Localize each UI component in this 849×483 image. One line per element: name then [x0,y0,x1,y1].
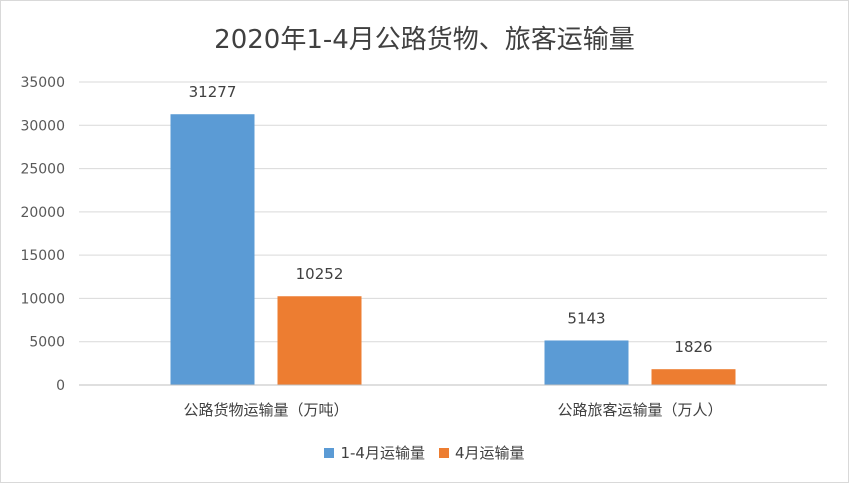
legend-item-series-2: 4月运输量 [438,442,525,463]
legend-swatch-series-1 [324,447,335,458]
y-tick-label: 15000 [20,248,65,264]
y-tick-label: 20000 [20,205,65,221]
chart-title: 2020年1-4月公路货物、旅客运输量 [214,25,635,55]
bar [544,340,629,385]
legend-label-series-1: 1-4月运输量 [340,444,425,462]
data-label: 1826 [674,338,712,356]
x-category-label: 公路货物运输量（万吨） [183,401,348,419]
bar [651,369,736,385]
data-label: 31277 [189,83,237,101]
bar [277,296,362,385]
y-tick-label: 35000 [20,75,65,91]
legend-label-series-2: 4月运输量 [454,444,525,462]
y-tick-label: 5000 [29,335,65,351]
y-tick-label: 25000 [20,162,65,178]
y-tick-label: 30000 [20,118,65,134]
legend-swatch-series-2 [438,447,449,458]
y-tick-label: 0 [56,378,65,394]
y-tick-label: 10000 [20,291,65,307]
data-label: 10252 [296,265,344,283]
data-label: 5143 [567,309,605,327]
bar [170,114,255,386]
legend-item-series-1: 1-4月运输量 [324,442,425,463]
legend: 1-4月运输量 4月运输量 [1,442,848,463]
x-category-label: 公路旅客运输量（万人） [557,401,722,419]
